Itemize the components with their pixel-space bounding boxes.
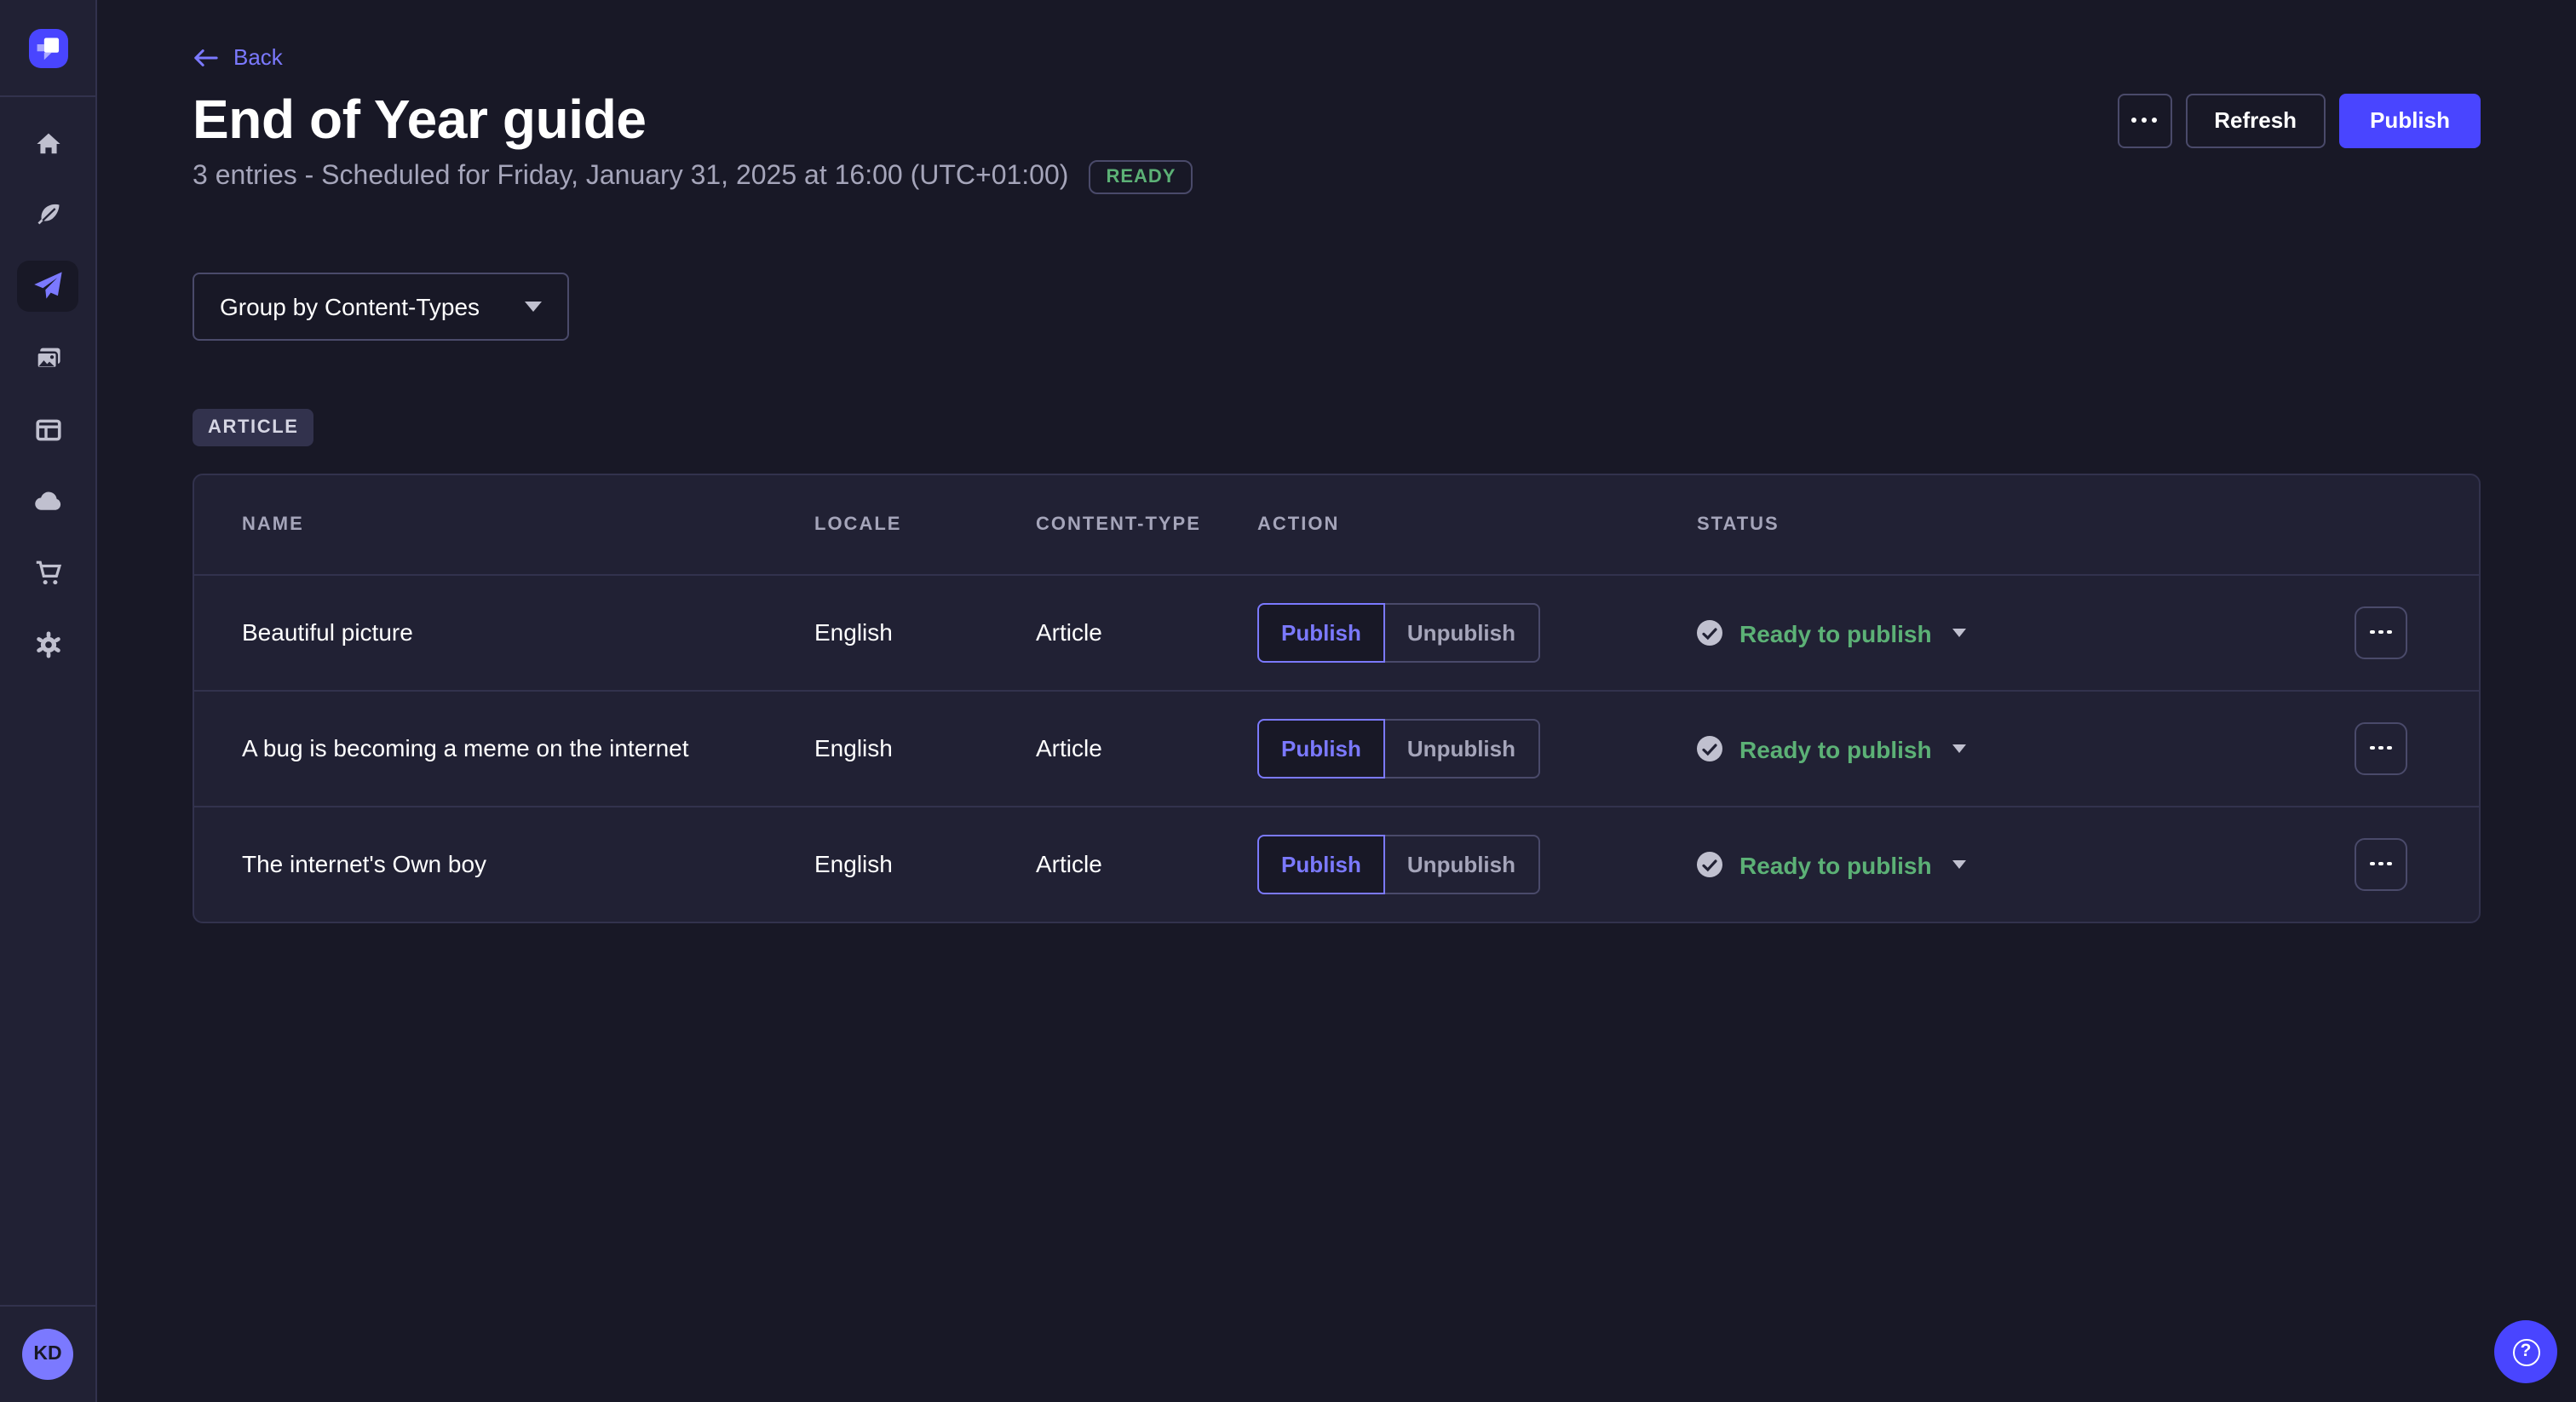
sidebar-item-deploy[interactable] — [17, 475, 78, 526]
more-options-button[interactable] — [2117, 93, 2172, 147]
unpublish-action-button[interactable]: Unpublish — [1384, 718, 1539, 778]
logo-container — [0, 0, 95, 97]
sidebar-item-content-type-builder[interactable] — [17, 404, 78, 455]
column-header-name: NAME — [242, 514, 304, 534]
header-actions: Refresh Publish — [2117, 93, 2481, 147]
strapi-logo[interactable] — [28, 28, 67, 67]
entry-content-type: Article — [1036, 618, 1102, 646]
release-summary: 3 entries - Scheduled for Friday, Januar… — [193, 161, 1069, 190]
publish-action-button[interactable]: Publish — [1257, 602, 1385, 662]
group-by-label: Group by Content-Types — [220, 292, 480, 319]
chevron-down-icon — [1952, 744, 1966, 753]
ellipsis-icon — [2130, 117, 2158, 124]
feather-icon — [37, 203, 59, 224]
chevron-down-icon — [1952, 860, 1966, 869]
table-header-row: NAME LOCALE CONTENT-TYPE ACTION STATUS — [194, 474, 2479, 575]
publish-button[interactable]: Publish — [2339, 93, 2481, 147]
ready-status-badge: READY — [1089, 159, 1193, 193]
column-header-locale: LOCALE — [814, 514, 902, 534]
check-circle-icon — [1697, 736, 1722, 761]
entry-locale: English — [814, 850, 893, 877]
table-row: Beautiful picture English Article Publis… — [194, 575, 2479, 691]
entry-locale: English — [814, 734, 893, 761]
action-toggle: Publish Unpublish — [1257, 718, 1539, 778]
unpublish-action-button[interactable]: Unpublish — [1384, 834, 1539, 893]
strapi-logo-icon — [36, 37, 59, 60]
home-icon — [36, 132, 60, 153]
column-header-action: ACTION — [1257, 514, 1340, 534]
back-label: Back — [233, 44, 283, 70]
chevron-down-icon — [525, 301, 542, 311]
toolbar: Group by Content-Types — [97, 193, 2576, 340]
sidebar-item-marketplace[interactable] — [17, 547, 78, 598]
entry-status-dropdown[interactable]: Ready to publish — [1697, 851, 1966, 878]
entry-name: A bug is becoming a meme on the internet — [242, 734, 689, 761]
ellipsis-icon — [2369, 629, 2393, 635]
user-avatar[interactable]: KD — [22, 1329, 73, 1380]
back-link[interactable]: Back — [193, 44, 283, 70]
check-circle-icon — [1697, 620, 1722, 646]
table-row: The internet's Own boy English Article P… — [194, 807, 2479, 921]
status-label: Ready to publish — [1739, 735, 1932, 762]
layout-icon — [35, 418, 60, 440]
entry-name: The internet's Own boy — [242, 850, 487, 877]
status-label: Ready to publish — [1739, 619, 1932, 646]
sidebar-nav — [17, 118, 78, 669]
publish-action-button[interactable]: Publish — [1257, 834, 1385, 893]
cart-icon — [35, 560, 61, 584]
entry-content-type: Article — [1036, 734, 1102, 761]
row-more-button[interactable] — [2355, 721, 2407, 774]
back-arrow-icon — [194, 49, 218, 66]
row-more-button[interactable] — [2355, 606, 2407, 658]
entry-content-type: Article — [1036, 850, 1102, 877]
ellipsis-icon — [2369, 745, 2393, 750]
ellipsis-icon — [2369, 861, 2393, 866]
entry-name: Beautiful picture — [242, 618, 413, 646]
help-button[interactable]: ? — [2494, 1320, 2557, 1383]
column-header-content-type: CONTENT-TYPE — [1036, 514, 1201, 534]
sidebar-footer: KD — [0, 1305, 95, 1402]
page-header: Back End of Year guide Refresh Publish 3… — [97, 0, 2576, 193]
sidebar-item-home[interactable] — [17, 118, 78, 169]
images-icon — [35, 347, 60, 369]
chevron-down-icon — [1952, 629, 1966, 637]
paper-plane-icon — [34, 272, 62, 299]
avatar-initials: KD — [33, 1344, 62, 1365]
main-content: Back End of Year guide Refresh Publish 3… — [97, 0, 2576, 1402]
column-header-status: STATUS — [1697, 514, 1780, 534]
content-type-group-badge: ARTICLE — [193, 408, 314, 445]
refresh-button[interactable]: Refresh — [2185, 93, 2326, 147]
publish-action-button[interactable]: Publish — [1257, 718, 1385, 778]
page-title: End of Year guide — [193, 88, 647, 149]
cloud-icon — [35, 491, 61, 510]
table-row: A bug is becoming a meme on the internet… — [194, 691, 2479, 807]
sidebar-item-content-manager[interactable] — [17, 189, 78, 240]
check-circle-icon — [1697, 852, 1722, 877]
entries-table: NAME LOCALE CONTENT-TYPE ACTION STATUS B… — [193, 473, 2481, 922]
action-toggle: Publish Unpublish — [1257, 834, 1539, 893]
sidebar-item-releases[interactable] — [17, 261, 78, 312]
unpublish-action-button[interactable]: Unpublish — [1384, 602, 1539, 662]
group-heading: ARTICLE — [193, 408, 2481, 445]
entry-locale: English — [814, 618, 893, 646]
question-mark-icon: ? — [2512, 1338, 2539, 1365]
group-by-dropdown[interactable]: Group by Content-Types — [193, 272, 569, 340]
entry-status-dropdown[interactable]: Ready to publish — [1697, 619, 1966, 646]
sidebar-item-media-library[interactable] — [17, 332, 78, 383]
entry-status-dropdown[interactable]: Ready to publish — [1697, 735, 1966, 762]
action-toggle: Publish Unpublish — [1257, 602, 1539, 662]
row-more-button[interactable] — [2355, 837, 2407, 890]
gear-icon — [36, 630, 60, 658]
status-label: Ready to publish — [1739, 851, 1932, 878]
sidebar-item-settings[interactable] — [17, 618, 78, 669]
sidebar: KD — [0, 0, 97, 1402]
